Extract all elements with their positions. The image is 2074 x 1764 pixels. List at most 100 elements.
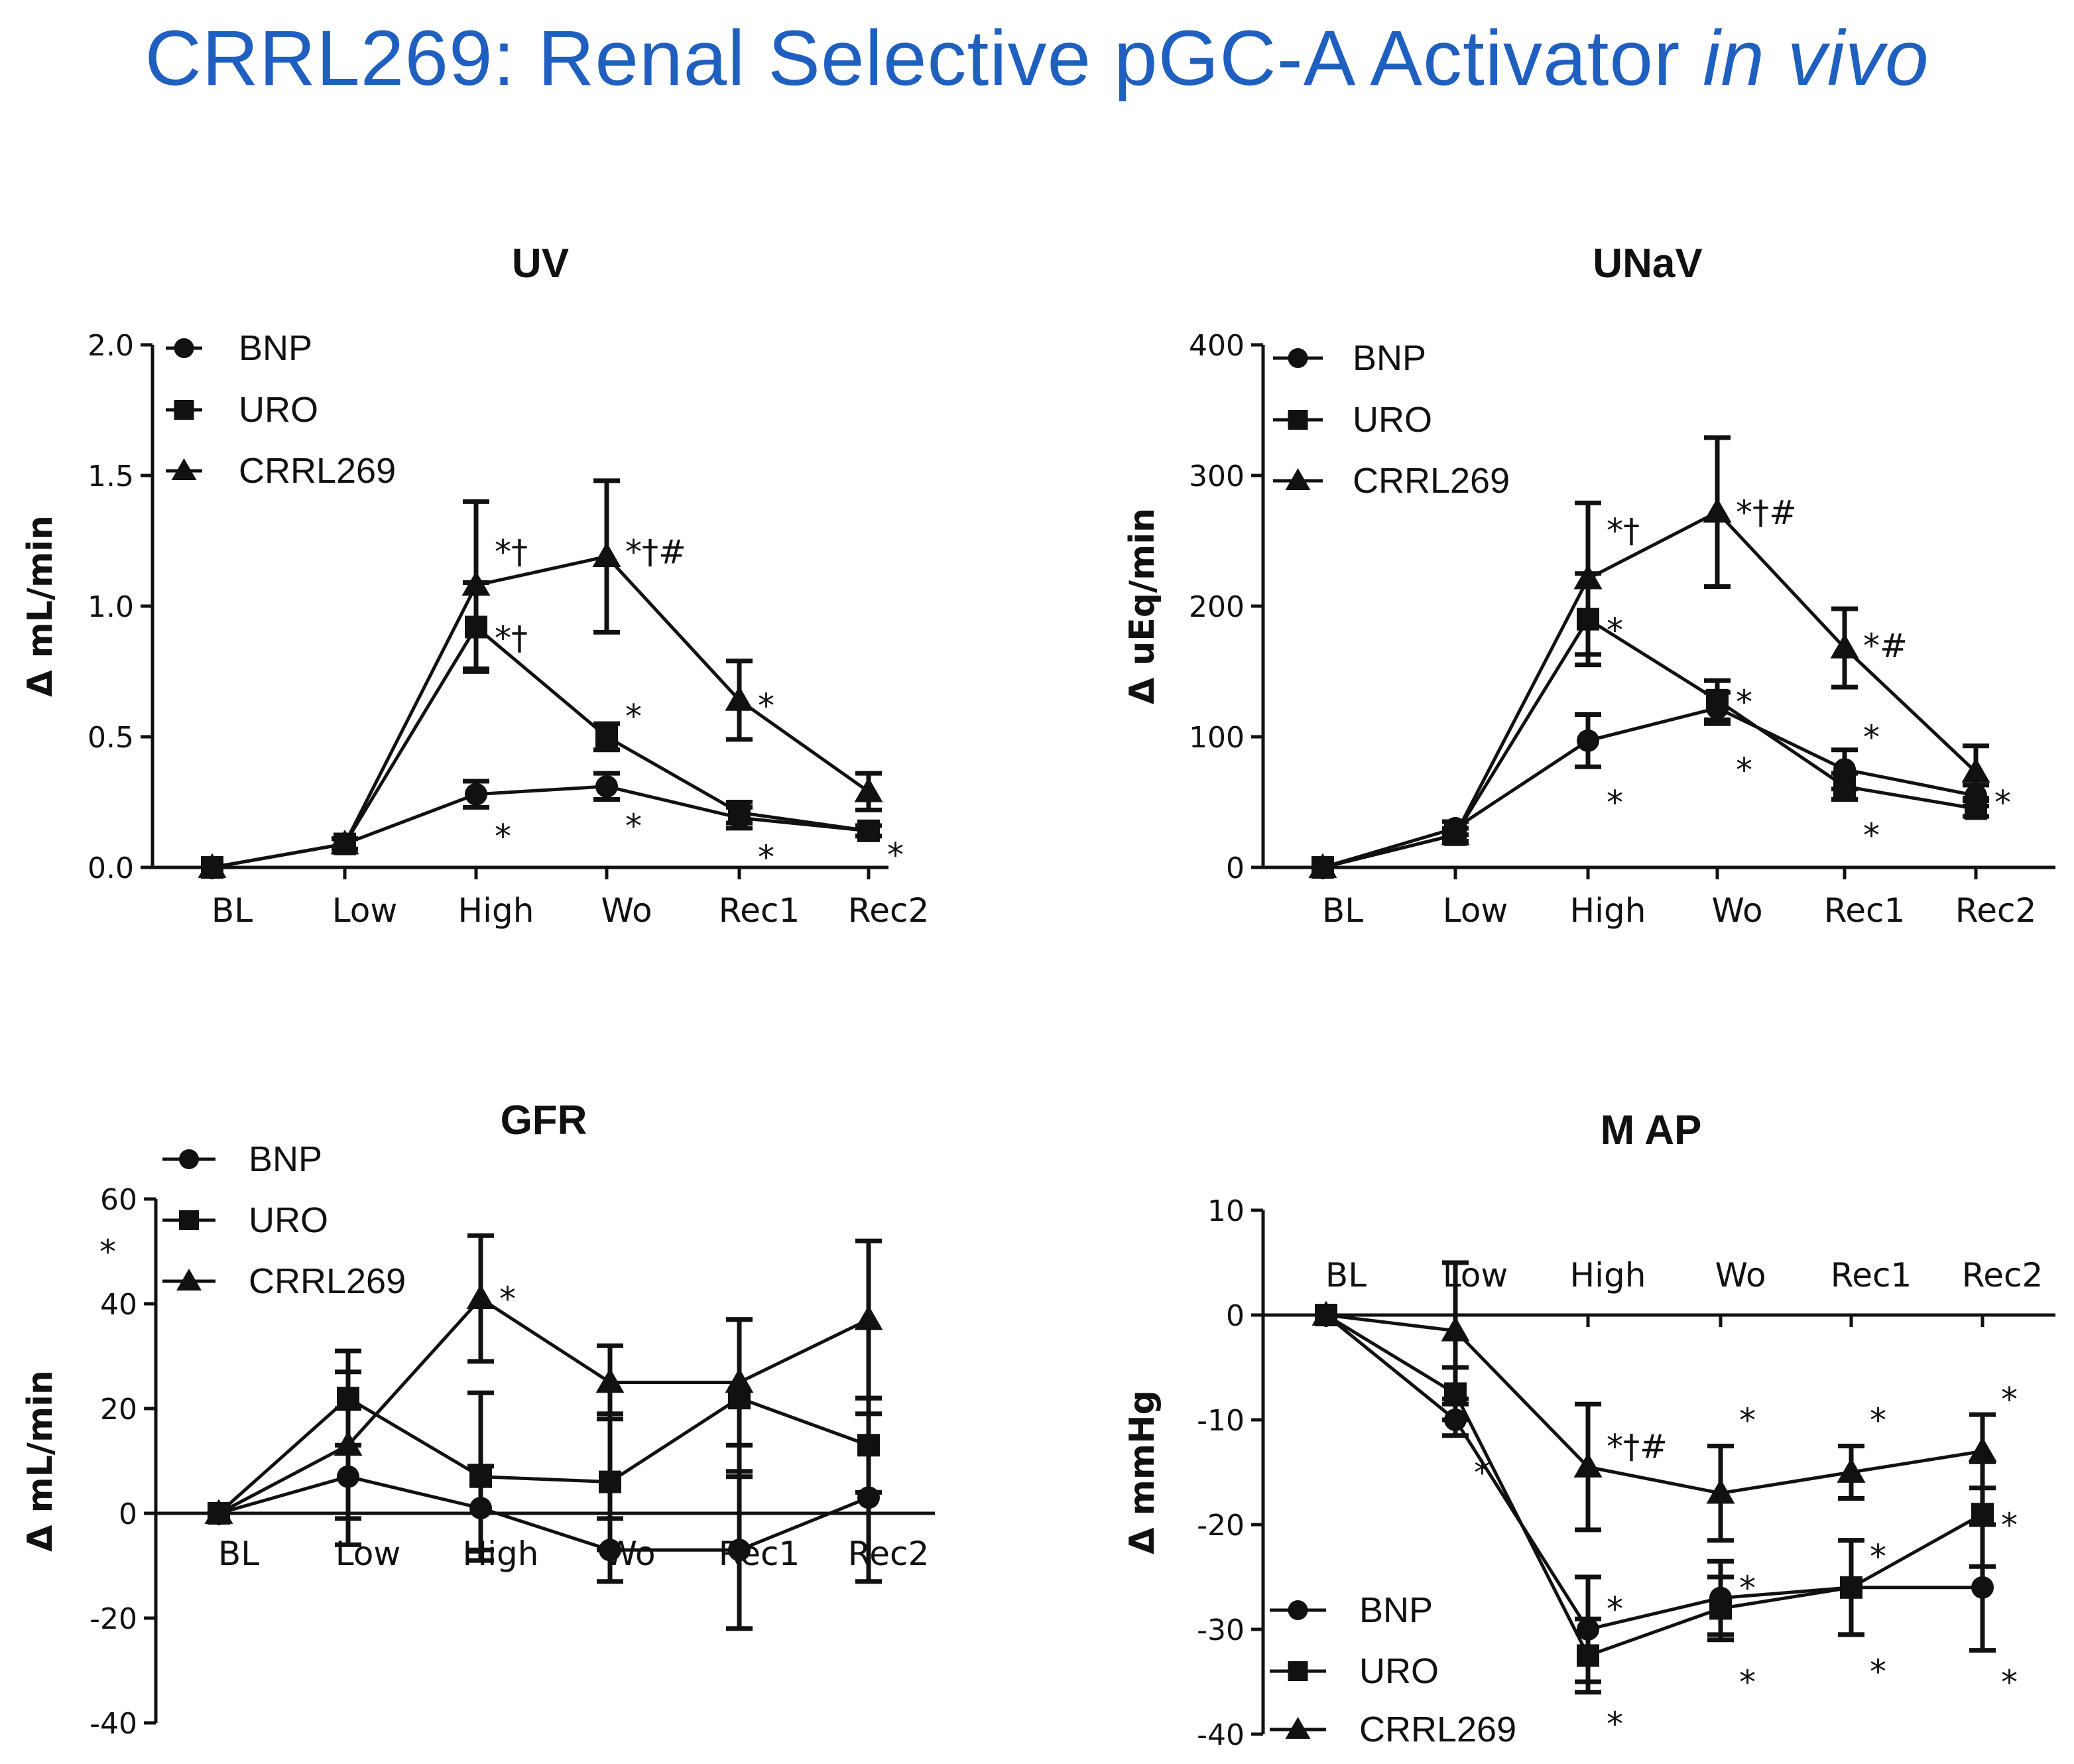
legend-marker — [1288, 1661, 1308, 1681]
series-uro — [208, 1317, 882, 1563]
legend-label: CRRL269 — [249, 1261, 406, 1301]
legend-label: URO — [1359, 1651, 1439, 1691]
series-line — [1322, 706, 1977, 869]
y-axis-label: Δ mmHg — [1123, 1390, 1162, 1554]
significance-marker: * — [2001, 1506, 2018, 1544]
x-tick-label: Rec2 — [848, 1535, 930, 1573]
data-point — [465, 783, 487, 806]
data-point — [857, 819, 880, 842]
series-crrl269 — [1312, 1260, 1997, 1543]
legend-label: CRRL269 — [1359, 1710, 1516, 1749]
legend-label: URO — [249, 1200, 328, 1240]
series-line — [218, 1475, 869, 1552]
data-point — [198, 853, 227, 878]
x-tick-label: Rec1 — [1831, 1256, 1912, 1294]
significance-marker: *† — [1607, 512, 1640, 550]
series-bnp — [208, 1406, 882, 1631]
y-tick-label: 2.0 — [88, 329, 134, 363]
series-line — [217, 1396, 869, 1515]
legend: BNP URO CRRL269 — [166, 328, 396, 491]
legend-label: CRRL269 — [1353, 461, 1510, 501]
chart-title: GFR — [501, 1098, 587, 1143]
y-tick-label: 0.0 — [88, 851, 134, 885]
x-tick-label: Rec1 — [719, 891, 800, 930]
x-tick-label: High — [463, 1535, 539, 1573]
legend-marker — [179, 1210, 199, 1230]
x-tick-label: Low — [1443, 891, 1508, 930]
data-point — [1573, 564, 1603, 590]
y-axis-label: Δ mL/min — [21, 515, 60, 697]
legend-marker — [174, 400, 194, 420]
significance-marker: * — [1474, 1454, 1491, 1492]
significance-marker: * — [99, 1233, 116, 1271]
data-point — [1308, 853, 1337, 878]
data-point — [1441, 820, 1470, 846]
x-tick-label: BL — [218, 1535, 259, 1573]
legend-label: BNP — [1359, 1590, 1433, 1630]
significance-marker: * — [1870, 1653, 1886, 1691]
x-tick-label: BL — [212, 891, 253, 930]
y-tick-label: 1.5 — [88, 460, 134, 493]
significance-marker: * — [1607, 1590, 1623, 1628]
legend-label: BNP — [239, 328, 312, 368]
data-point — [595, 725, 618, 748]
significance-marker: * — [1607, 611, 1623, 649]
series-line — [1325, 1314, 1982, 1631]
significance-marker: *†# — [1736, 493, 1797, 532]
y-tick-label: 0.5 — [88, 721, 134, 755]
y-tick-label: 0 — [1226, 851, 1245, 885]
significance-marker: * — [495, 818, 511, 856]
legend-label: CRRL269 — [239, 451, 396, 491]
data-point — [330, 830, 359, 855]
page-title-main: CRRL269: Renal Selective pGC-A Activator — [145, 15, 1703, 102]
series-line — [212, 624, 869, 869]
y-tick-label: 40 — [100, 1288, 137, 1322]
data-point — [466, 1284, 495, 1309]
data-point — [592, 542, 621, 568]
data-point — [1441, 1316, 1470, 1342]
legend-marker — [1285, 468, 1311, 491]
x-tick-label: Rec2 — [848, 891, 930, 930]
data-point — [204, 1499, 233, 1524]
series-uro — [1315, 1304, 1996, 1695]
significance-marker: * — [758, 687, 774, 725]
significance-marker: * — [2001, 1380, 2018, 1418]
x-tick-label: High — [1570, 891, 1646, 930]
y-tick-label: 60 — [100, 1183, 137, 1217]
series-line — [212, 554, 870, 869]
data-point — [1971, 1503, 1994, 1526]
series-bnp — [1312, 690, 1989, 879]
data-point — [854, 1305, 883, 1330]
significance-marker: * — [1870, 1401, 1886, 1440]
significance-marker: * — [1863, 718, 1880, 757]
significance-marker: * — [1736, 683, 1752, 722]
legend-label: URO — [239, 390, 318, 430]
legend-marker — [1288, 410, 1308, 430]
significance-marker: * — [1870, 1537, 1886, 1576]
y-tick-label: -20 — [90, 1602, 137, 1636]
data-point — [1703, 497, 1732, 523]
page-title-italic: in vivo — [1703, 15, 1929, 102]
data-point — [728, 1539, 751, 1562]
chart-title: UV — [512, 241, 569, 286]
legend-marker — [174, 338, 194, 358]
legend: BNP URO CRRL269 — [1273, 338, 1510, 501]
significance-marker: * — [1607, 1705, 1623, 1743]
data-point — [1709, 1597, 1732, 1620]
y-tick-label: -20 — [1197, 1509, 1245, 1543]
data-point — [1961, 757, 1990, 783]
data-point — [1968, 1436, 1997, 1462]
x-tick-label: Rec2 — [1962, 1256, 2043, 1294]
series-line — [1325, 1313, 1983, 1495]
x-tick-label: Rec2 — [1955, 891, 2037, 930]
legend-marker — [1285, 1717, 1311, 1739]
legend-marker — [179, 1149, 199, 1169]
y-tick-label: -30 — [1197, 1613, 1245, 1647]
significance-marker: * — [1739, 1663, 1756, 1702]
data-point — [1577, 1644, 1599, 1667]
significance-marker: * — [1863, 816, 1880, 855]
significance-marker: *†# — [625, 533, 686, 571]
legend-marker — [1288, 1600, 1308, 1620]
significance-marker: * — [758, 838, 774, 877]
